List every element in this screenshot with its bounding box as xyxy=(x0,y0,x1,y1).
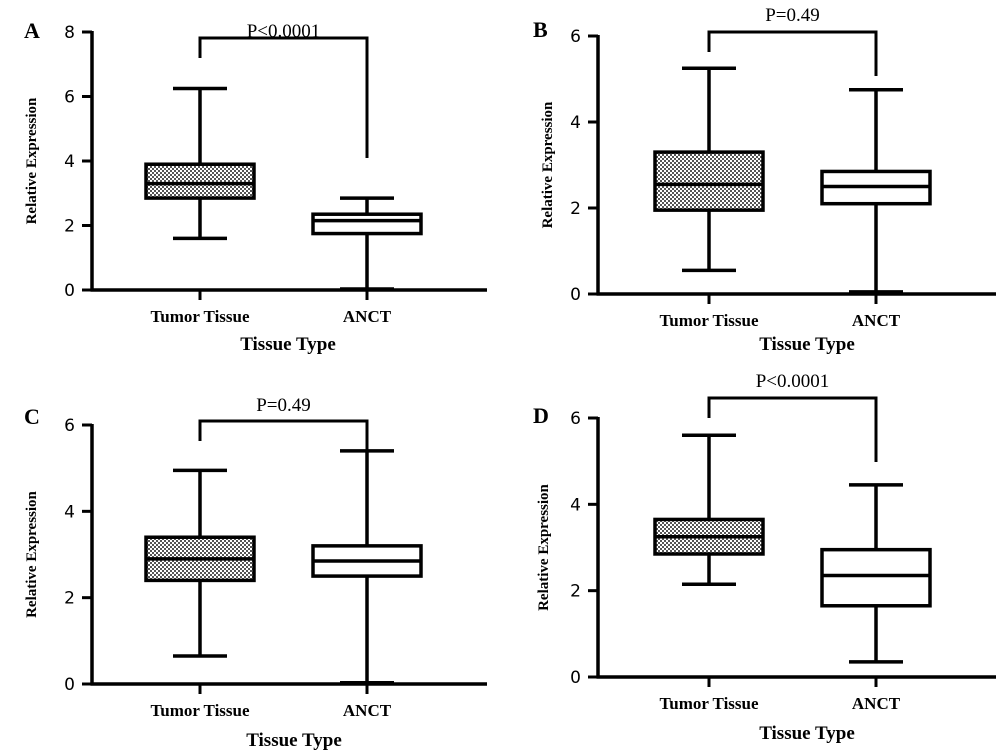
iqr-box xyxy=(146,164,254,198)
y-tick-label: 2 xyxy=(64,217,75,237)
y-tick-label: 0 xyxy=(570,285,581,305)
x-axis-title: Tissue Type xyxy=(759,723,855,744)
y-axis-title: Relative Expression xyxy=(540,101,556,228)
box-tumor-tissue xyxy=(146,88,254,238)
x-tick-label: ANCT xyxy=(343,307,392,326)
y-tick-label: 0 xyxy=(570,668,581,688)
panel-letter: B xyxy=(533,17,548,42)
panel-letter: C xyxy=(24,404,40,429)
y-tick-label: 4 xyxy=(570,495,581,515)
y-axis-title: Relative Expression xyxy=(24,490,40,617)
y-tick-label: 4 xyxy=(64,502,75,522)
box-tumor-tissue xyxy=(655,68,763,270)
significance-bracket xyxy=(709,398,876,462)
iqr-box xyxy=(313,214,421,233)
box-anct xyxy=(822,485,930,662)
p-value-label: P=0.49 xyxy=(765,5,820,26)
y-tick-label: 2 xyxy=(64,589,75,609)
y-tick-label: 6 xyxy=(64,88,75,108)
box-anct xyxy=(822,90,930,292)
y-tick-label: 6 xyxy=(64,416,75,436)
iqr-box xyxy=(822,550,930,606)
x-axis-title: Tissue Type xyxy=(759,334,855,355)
y-tick-label: 2 xyxy=(570,582,581,602)
y-axis-title: Relative Expression xyxy=(24,97,40,224)
panel-b: B 0 2 4 6 Relative Expression Tumor Tissue ANCT… xyxy=(533,5,996,355)
panel-letter: A xyxy=(24,18,40,43)
p-value-label: P<0.0001 xyxy=(247,21,321,42)
x-tick-label: ANCT xyxy=(852,694,901,713)
y-tick-label: 6 xyxy=(570,27,581,47)
y-tick-label: 4 xyxy=(64,152,75,172)
y-axis-title: Relative Expression xyxy=(536,483,552,610)
panel-a: A 0 2 4 6 8 Relative Expression Tumor Tissue ANC… xyxy=(24,18,487,355)
box-tumor-tissue xyxy=(655,435,763,584)
box-anct xyxy=(313,451,421,683)
figure-canvas: A 0 2 4 6 8 Relative Expression Tumor Tissue ANC… xyxy=(0,0,1000,750)
panel-letter: D xyxy=(533,403,549,428)
x-tick-label: ANCT xyxy=(343,701,392,720)
x-axis-title: Tissue Type xyxy=(246,730,342,750)
y-tick-label: 8 xyxy=(64,23,75,43)
y-tick-label: 0 xyxy=(64,675,75,695)
significance-bracket xyxy=(200,421,367,451)
x-axis-title: Tissue Type xyxy=(240,334,336,355)
p-value-label: P<0.0001 xyxy=(756,371,830,392)
y-tick-label: 2 xyxy=(570,199,581,219)
y-tick-label: 6 xyxy=(570,409,581,429)
x-tick-label: Tumor Tissue xyxy=(659,311,759,330)
p-value-label: P=0.49 xyxy=(256,395,311,416)
x-tick-label: Tumor Tissue xyxy=(150,307,250,326)
iqr-box xyxy=(655,152,763,210)
y-tick-label: 4 xyxy=(570,113,581,133)
x-tick-label: ANCT xyxy=(852,311,901,330)
significance-bracket xyxy=(200,38,367,158)
box-tumor-tissue xyxy=(146,470,254,656)
panel-d: D 0 2 4 6 Relative Expression Tumor Tissue ANCT… xyxy=(533,371,996,744)
box-anct xyxy=(313,198,421,289)
x-tick-label: Tumor Tissue xyxy=(150,701,250,720)
x-tick-label: Tumor Tissue xyxy=(659,694,759,713)
panel-c: C 0 2 4 6 Relative Expression Tumor Tissue ANCT… xyxy=(24,395,487,750)
y-tick-label: 0 xyxy=(64,281,75,301)
